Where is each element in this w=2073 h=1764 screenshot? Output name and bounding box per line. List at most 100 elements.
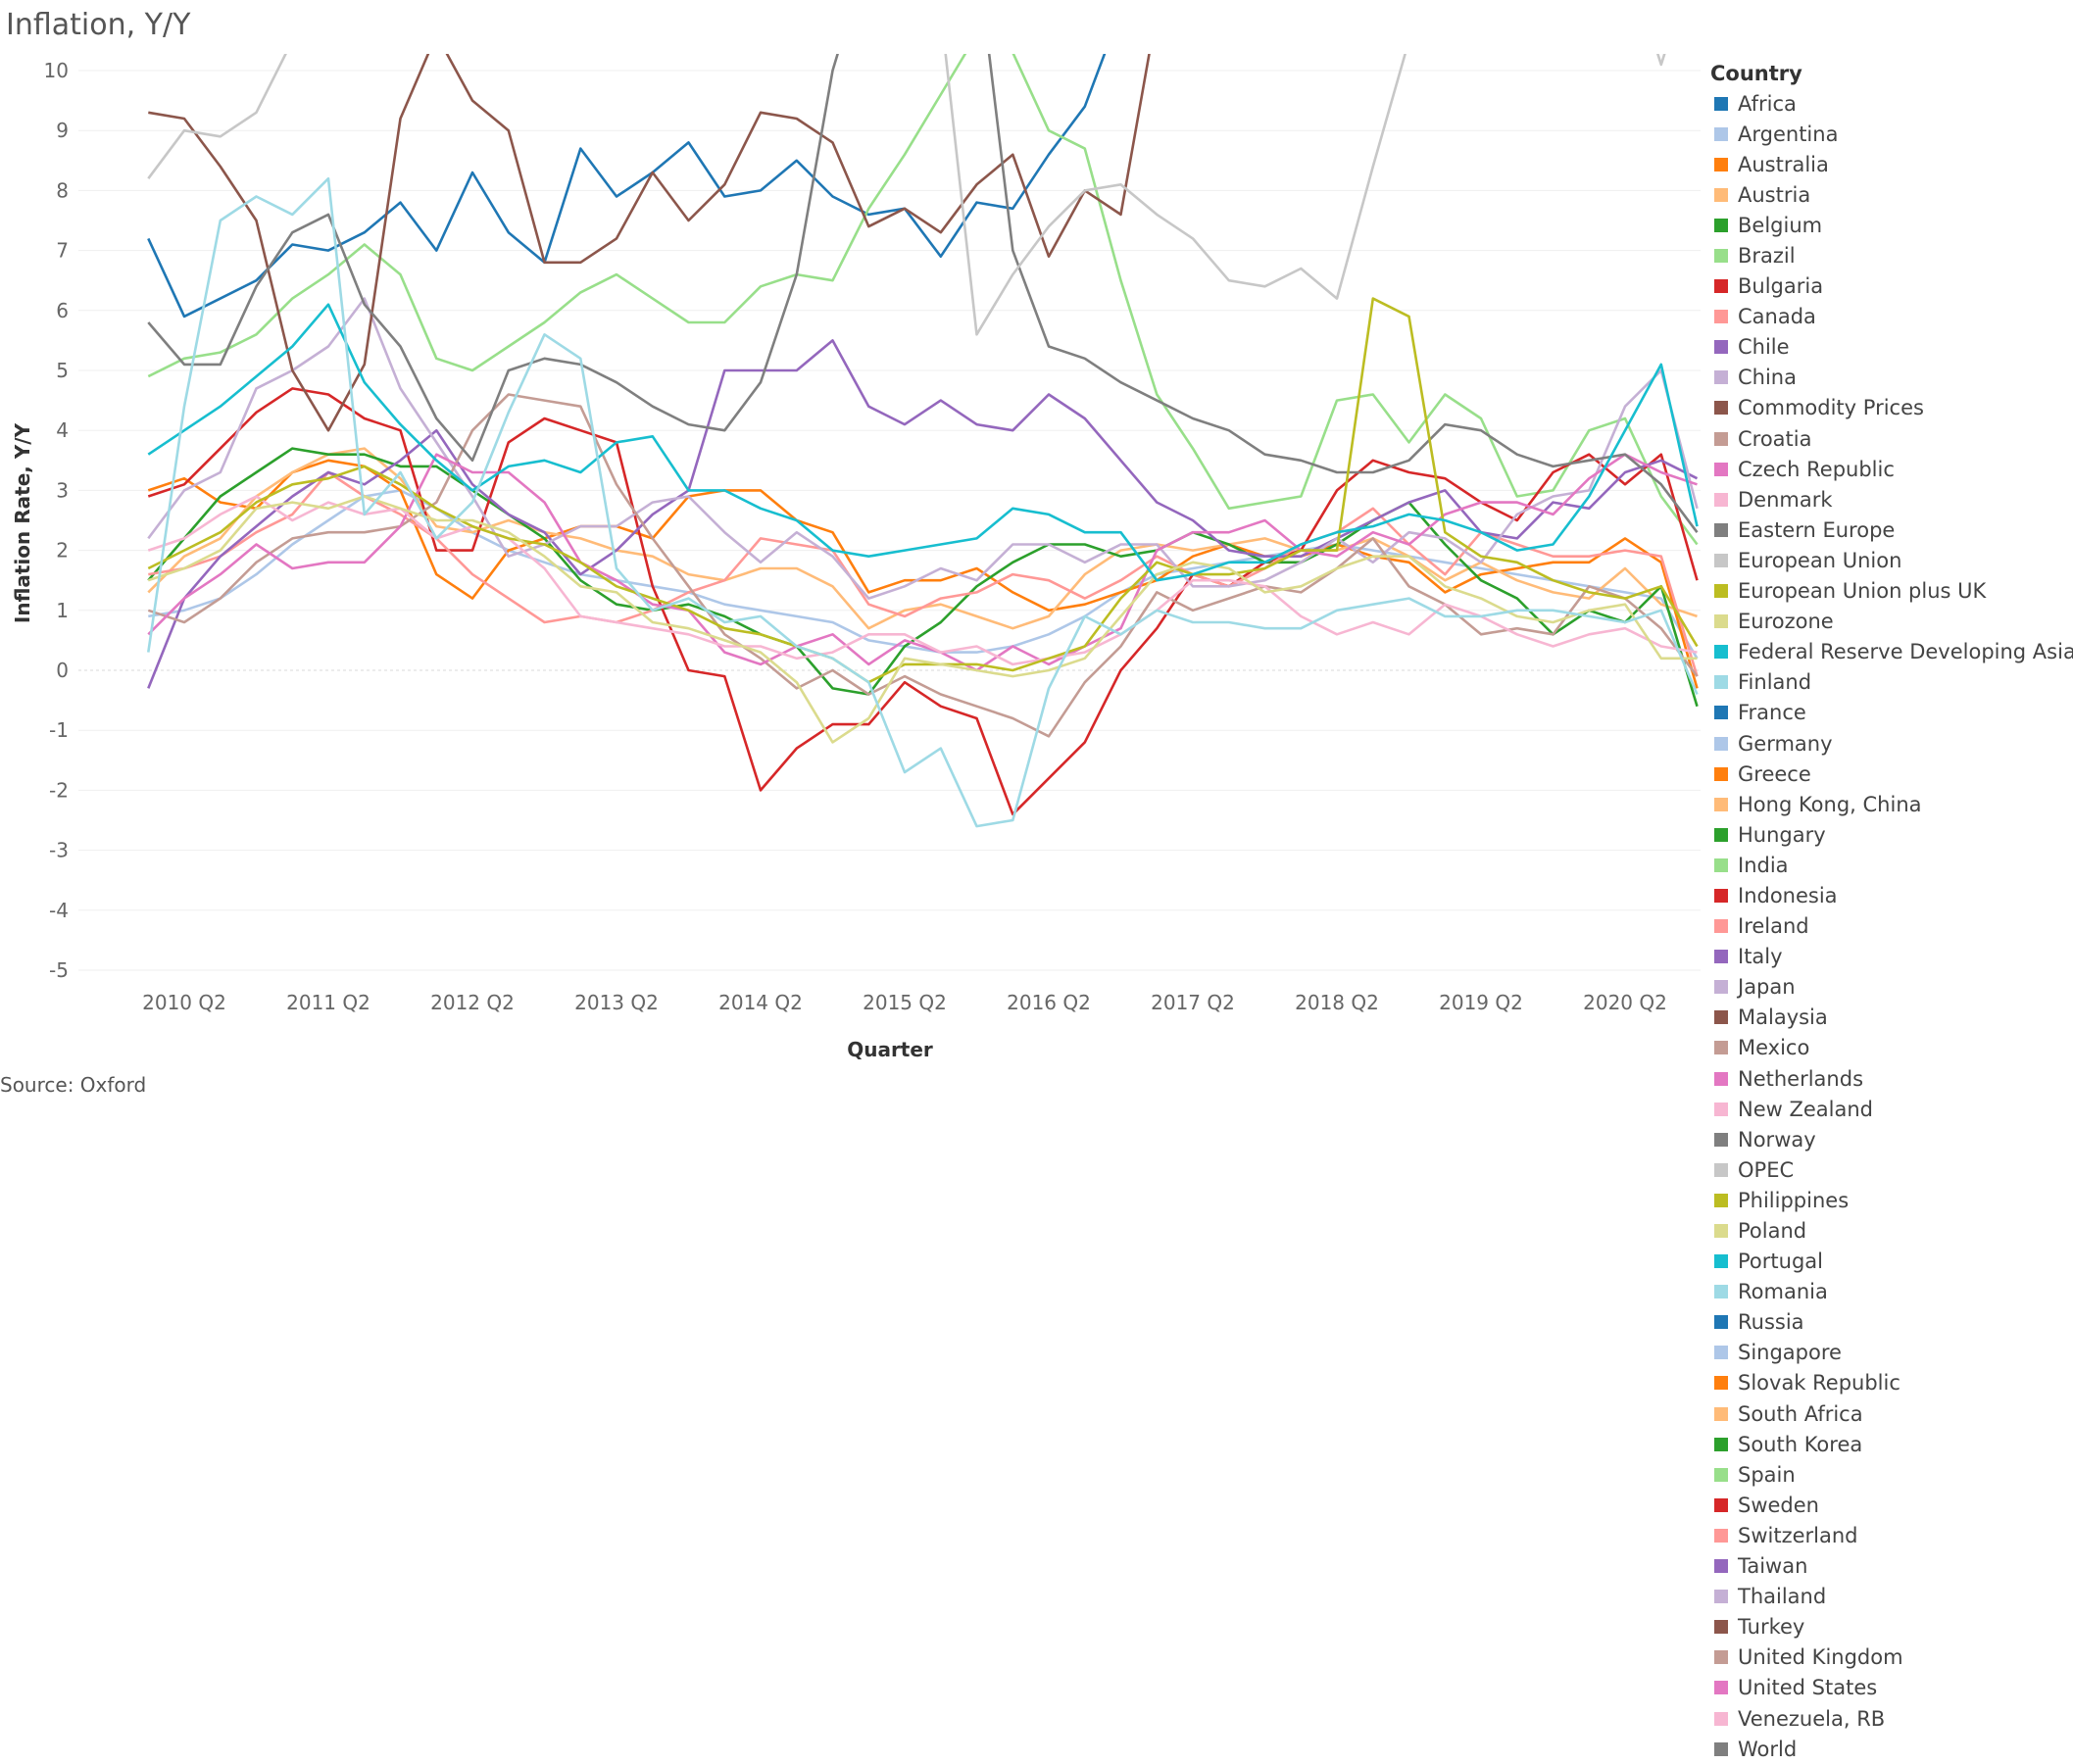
legend-item[interactable]: Switzerland <box>1710 1520 2073 1550</box>
legend-item[interactable]: Germany <box>1710 728 2073 759</box>
legend-item[interactable]: Thailand <box>1710 1582 2073 1612</box>
legend-item[interactable]: Portugal <box>1710 1247 2073 1277</box>
legend-label: Spain <box>1738 1462 1796 1487</box>
legend-label: Netherlands <box>1738 1066 1864 1091</box>
legend-item[interactable]: Romania <box>1710 1277 2073 1307</box>
legend-item[interactable]: Poland <box>1710 1215 2073 1246</box>
legend-item[interactable]: Argentina <box>1710 119 2073 149</box>
legend-item[interactable]: Chile <box>1710 332 2073 363</box>
legend-item[interactable]: Slovak Republic <box>1710 1368 2073 1398</box>
legend-label: Romania <box>1738 1280 1828 1304</box>
legend-item[interactable]: Indonesia <box>1710 880 2073 910</box>
legend-item[interactable]: World <box>1710 1734 2073 1764</box>
legend-label: Brazil <box>1738 244 1796 269</box>
legend-item[interactable]: Turkey <box>1710 1612 2073 1642</box>
legend-item[interactable]: United States <box>1710 1673 2073 1703</box>
legend-item[interactable]: Canada <box>1710 302 2073 332</box>
legend-item[interactable]: Russia <box>1710 1307 2073 1338</box>
legend-swatch <box>1714 1650 1728 1665</box>
series-line-european-union-plus-uk[interactable] <box>147 297 1699 684</box>
legend-item[interactable]: Italy <box>1710 942 2073 972</box>
legend-item[interactable]: Brazil <box>1710 240 2073 270</box>
legend-swatch <box>1714 1071 1728 1086</box>
legend-swatch <box>1714 1010 1728 1025</box>
legend-swatch <box>1714 1315 1728 1330</box>
series-line-china[interactable] <box>147 297 1699 600</box>
legend-item[interactable]: Austria <box>1710 179 2073 210</box>
legend-item[interactable]: Greece <box>1710 759 2073 789</box>
series-line-croatia[interactable] <box>147 393 1699 738</box>
legend-item[interactable]: Venezuela, RB <box>1710 1703 2073 1734</box>
legend-item[interactable]: Norway <box>1710 1124 2073 1154</box>
legend-item[interactable]: Finland <box>1710 667 2073 698</box>
series-line-argentina[interactable] <box>148 489 1699 660</box>
legend-item[interactable]: Philippines <box>1710 1185 2073 1215</box>
legend-item[interactable]: Denmark <box>1710 484 2073 514</box>
legend-item[interactable]: Croatia <box>1710 423 2073 454</box>
y-axis-title: Inflation Rate, Y/Y <box>11 422 34 623</box>
series-line-eurozone[interactable] <box>147 495 1698 744</box>
series-line-finland[interactable] <box>147 176 1699 828</box>
legend-swatch <box>1714 766 1728 781</box>
y-tick-label: -1 <box>49 718 69 742</box>
y-tick-label: 7 <box>56 239 69 263</box>
series-line-commodity-prices[interactable] <box>148 0 1697 432</box>
legend-swatch <box>1714 645 1728 660</box>
legend-item[interactable]: South Africa <box>1710 1398 2073 1429</box>
legend-item[interactable]: Federal Reserve Developing Asia <box>1710 637 2073 667</box>
series-line-brazil[interactable] <box>147 34 1699 546</box>
legend-label: India <box>1738 853 1789 877</box>
legend-label: Eurozone <box>1738 610 1834 634</box>
series-line-chile[interactable] <box>147 339 1699 689</box>
series-line-canada[interactable] <box>148 470 1699 677</box>
series-line-denmark[interactable] <box>147 495 1698 666</box>
legend-label: Turkey <box>1738 1615 1805 1640</box>
legend-item[interactable]: European Union plus UK <box>1710 576 2073 607</box>
series-line-federal-reserve-developing-asia[interactable] <box>147 303 1699 582</box>
legend-item[interactable]: Commodity Prices <box>1710 393 2073 423</box>
legend-item[interactable]: Australia <box>1710 149 2073 179</box>
legend-label: Sweden <box>1738 1493 1819 1517</box>
legend-item[interactable]: Africa <box>1710 88 2073 119</box>
legend-item[interactable]: OPEC <box>1710 1154 2073 1185</box>
legend-item[interactable]: Malaysia <box>1710 1003 2073 1033</box>
legend-label: Singapore <box>1738 1341 1842 1365</box>
series-line-bulgaria[interactable] <box>147 387 1699 816</box>
legend-items: Africa Argentina Australia Austria Belgium Br… <box>1710 88 2073 1764</box>
legend-item[interactable]: India <box>1710 850 2073 880</box>
legend-item[interactable]: Hungary <box>1710 819 2073 850</box>
legend-label: Hong Kong, China <box>1738 792 1922 816</box>
legend-item[interactable]: European Union <box>1710 545 2073 575</box>
legend-item[interactable]: Japan <box>1710 972 2073 1003</box>
legend-item[interactable]: Eastern Europe <box>1710 514 2073 545</box>
legend-item[interactable]: France <box>1710 698 2073 728</box>
legend-swatch <box>1714 675 1728 690</box>
legend-item[interactable]: Belgium <box>1710 210 2073 240</box>
series-line-australia[interactable] <box>147 459 1699 689</box>
legend-item[interactable]: Bulgaria <box>1710 271 2073 302</box>
legend-item[interactable]: China <box>1710 363 2073 393</box>
y-tick-label: 9 <box>56 119 69 142</box>
legend-item[interactable]: Sweden <box>1710 1490 2073 1520</box>
y-tick-label: 2 <box>56 539 69 563</box>
legend-item[interactable]: Netherlands <box>1710 1063 2073 1094</box>
legend-swatch <box>1714 1376 1728 1391</box>
legend-swatch <box>1714 431 1728 446</box>
series-line-africa[interactable] <box>147 0 1697 318</box>
legend-item[interactable]: Hong Kong, China <box>1710 789 2073 819</box>
legend-label: Switzerland <box>1738 1523 1858 1547</box>
legend-item[interactable]: Mexico <box>1710 1033 2073 1063</box>
legend-item[interactable]: Eurozone <box>1710 607 2073 637</box>
legend-item[interactable]: United Kingdom <box>1710 1642 2073 1673</box>
series-line-eastern-europe[interactable] <box>147 0 1699 533</box>
series-line-european-union[interactable] <box>147 0 1697 336</box>
legend-item[interactable]: Taiwan <box>1710 1551 2073 1582</box>
legend-item[interactable]: Ireland <box>1710 911 2073 942</box>
legend-item[interactable]: South Korea <box>1710 1429 2073 1459</box>
legend-swatch <box>1714 1528 1728 1543</box>
legend-item[interactable]: Spain <box>1710 1459 2073 1490</box>
legend-item[interactable]: Singapore <box>1710 1338 2073 1368</box>
legend-item[interactable]: Czech Republic <box>1710 454 2073 484</box>
legend-item[interactable]: New Zealand <box>1710 1094 2073 1124</box>
x-tick-label: 2013 Q2 <box>574 991 659 1014</box>
